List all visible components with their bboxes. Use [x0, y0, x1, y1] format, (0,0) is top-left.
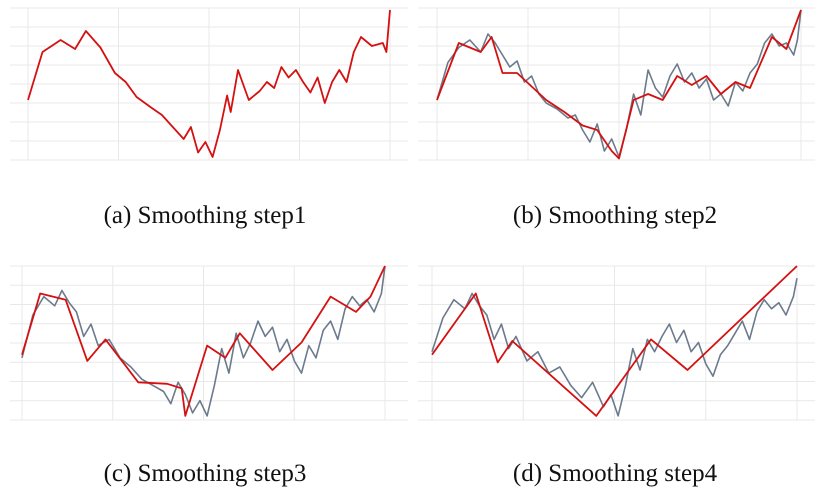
panel-b-caption: (b) Smoothing step2: [513, 202, 717, 229]
panel-b-smoothed-series: [436, 9, 802, 160]
panel-a-smoothed-series: [27, 9, 391, 158]
panel-c: (c) Smoothing step3: [10, 265, 408, 487]
panel-c-smoothed-series: [21, 265, 386, 417]
panel-d: (d) Smoothing step4: [418, 265, 815, 487]
panel-c-grid: [10, 265, 408, 421]
panel-c-raw-series: [21, 265, 386, 417]
panel-b-grid: [418, 7, 815, 161]
panel-b-raw-series: [436, 9, 802, 158]
panel-d-grid: [418, 265, 815, 421]
panel-a-caption: (a) Smoothing step1: [104, 202, 307, 229]
panel-a: (a) Smoothing step1: [10, 7, 408, 229]
panel-d-smoothed-series: [431, 265, 798, 417]
panel-a-grid: [10, 7, 408, 161]
panel-c-caption: (c) Smoothing step3: [104, 460, 307, 487]
panel-b: (b) Smoothing step2: [418, 7, 815, 229]
panel-d-caption: (d) Smoothing step4: [513, 460, 718, 487]
